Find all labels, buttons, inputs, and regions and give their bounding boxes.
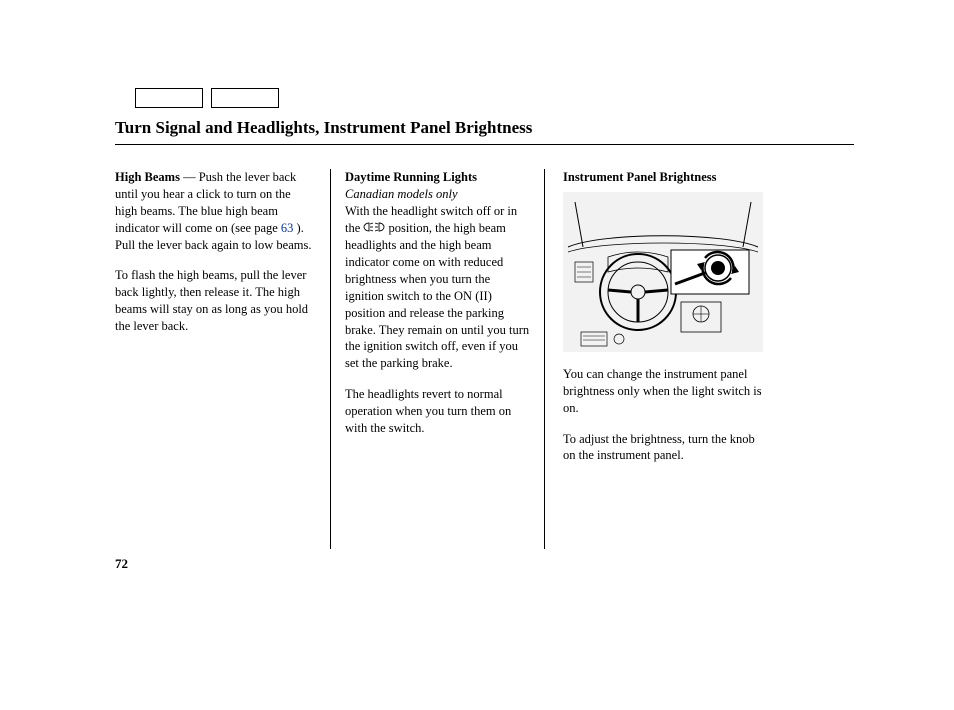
drl-heading-block: Daytime Running Lights Canadian models o… [345,169,530,203]
brightness-heading: Instrument Panel Brightness [563,169,770,186]
column-high-beams: High Beams — Push the lever back until y… [115,169,330,549]
header-box [211,88,279,108]
header-box [135,88,203,108]
dashboard-figure [563,192,763,352]
headlight-symbol-icon [363,220,385,237]
drl-text-b: position, the high beam headlights and t… [345,221,529,371]
column-brightness: Instrument Panel Brightness [545,169,770,549]
brightness-para1: You can change the instrument panel brig… [563,366,770,417]
drl-para1: With the headlight switch off or in the … [345,203,530,372]
dashboard-illustration-icon [563,192,763,352]
drl-subnote: Canadian models only [345,186,530,203]
content-columns: High Beams — Push the lever back until y… [115,169,854,549]
page-number: 72 [115,556,128,572]
drl-heading: Daytime Running Lights [345,169,530,186]
high-beams-para2: To flash the high beams, pull the lever … [115,267,312,335]
brightness-para2: To adjust the brightness, turn the knob … [563,431,770,465]
header-boxes [135,88,854,108]
drl-para2: The headlights revert to normal operatio… [345,386,530,437]
page-title: Turn Signal and Headlights, Instrument P… [115,118,854,145]
manual-page: Turn Signal and Headlights, Instrument P… [0,0,954,710]
column-drl: Daytime Running Lights Canadian models o… [330,169,545,549]
page-link-63[interactable]: 63 [281,221,294,235]
high-beams-para1: High Beams — Push the lever back until y… [115,169,312,253]
high-beams-heading: High Beams [115,170,180,184]
